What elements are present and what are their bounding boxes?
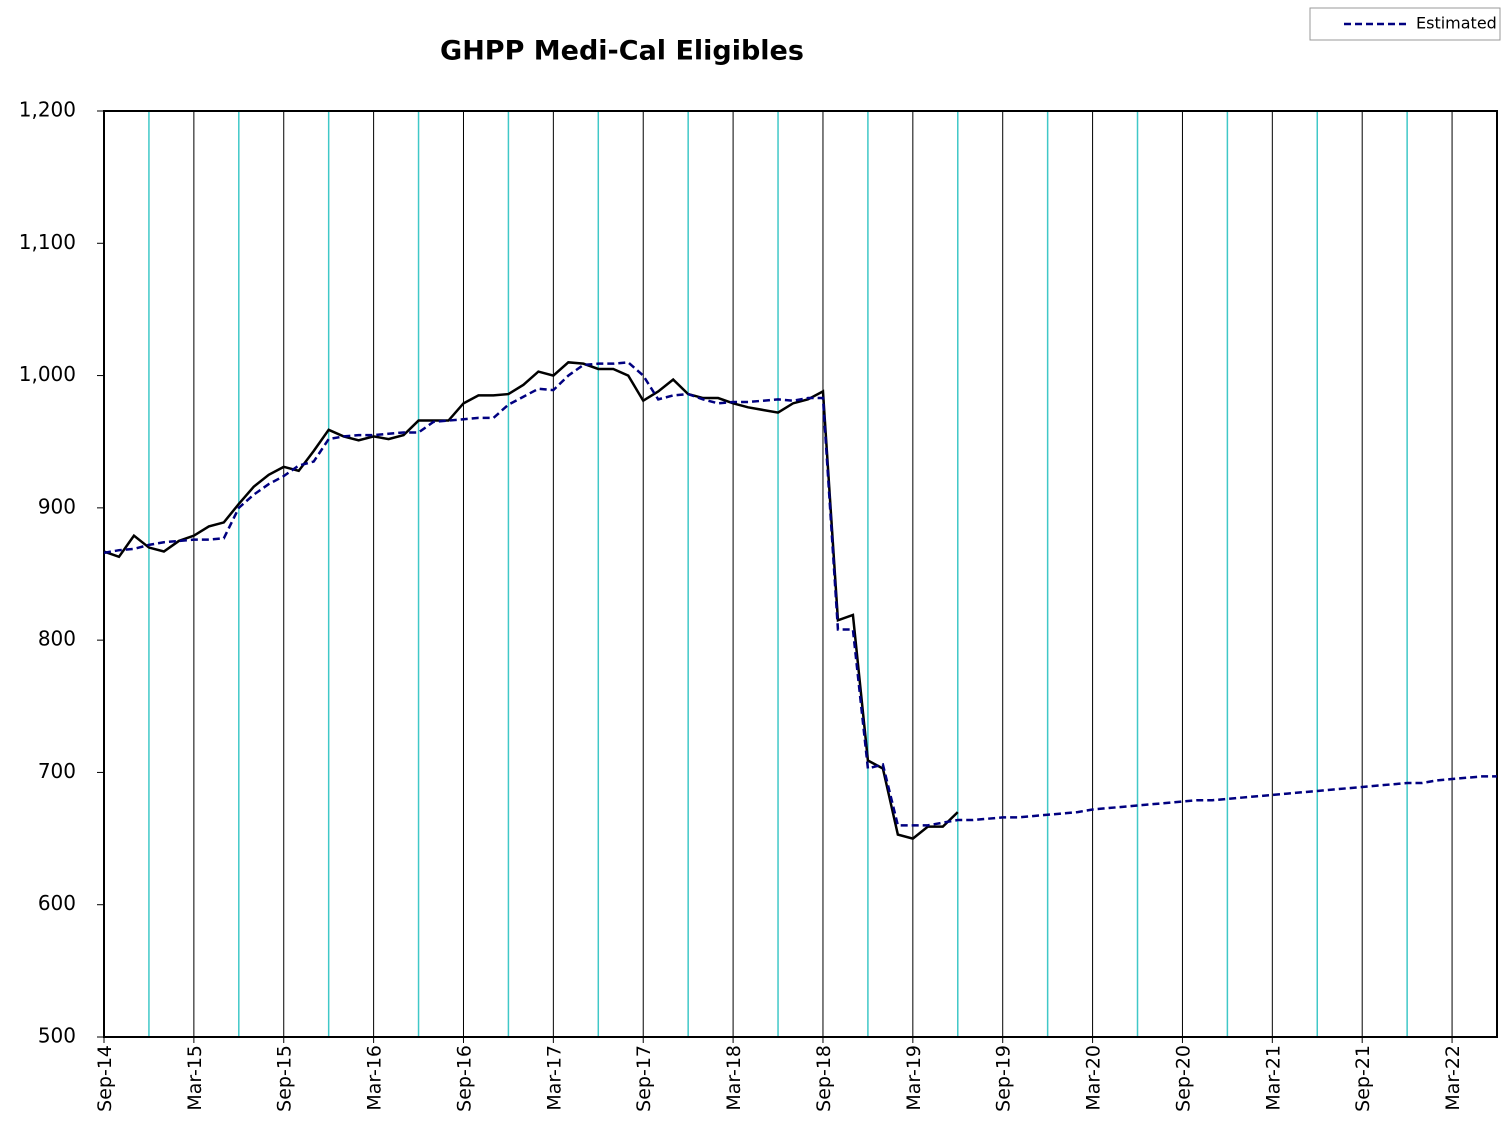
x-tick-label: Sep-14 — [94, 1045, 116, 1112]
x-tick-label: Mar-22 — [1442, 1045, 1464, 1111]
x-tick-label: Mar-19 — [903, 1045, 925, 1111]
y-tick-label: 700 — [38, 759, 76, 783]
x-tick-label: Mar-15 — [184, 1045, 206, 1111]
y-tick-label: 500 — [38, 1024, 76, 1048]
x-tick-label: Sep-18 — [813, 1045, 835, 1112]
x-tick-label: Sep-15 — [274, 1045, 296, 1112]
x-tick-label: Sep-21 — [1352, 1045, 1374, 1112]
x-tick-label: Sep-16 — [453, 1045, 475, 1112]
legend-label: Estimated — [1416, 14, 1497, 33]
plot-frame — [103, 110, 1498, 1038]
x-tick-label: Sep-17 — [633, 1045, 655, 1112]
y-tick-label: 1,100 — [19, 230, 76, 254]
x-tick-label: Mar-16 — [364, 1045, 386, 1111]
y-tick-label: 800 — [38, 627, 76, 651]
y-tick-label: 1,000 — [19, 362, 76, 386]
y-tick-label: 600 — [38, 891, 76, 915]
chart-title: GHPP Medi-Cal Eligibles — [440, 36, 804, 67]
x-tick-label: Sep-19 — [993, 1045, 1015, 1112]
series-line — [103, 361, 1497, 827]
x-tick-label: Mar-21 — [1262, 1045, 1284, 1111]
x-tick-label: Mar-17 — [543, 1045, 565, 1111]
y-tick-label: 1,200 — [19, 98, 76, 122]
x-tick-label: Sep-20 — [1172, 1045, 1194, 1112]
y-tick-label: 900 — [38, 494, 76, 518]
series-line — [103, 361, 959, 840]
x-tick-label: Mar-18 — [723, 1045, 745, 1111]
x-tick-label: Mar-20 — [1083, 1045, 1105, 1111]
